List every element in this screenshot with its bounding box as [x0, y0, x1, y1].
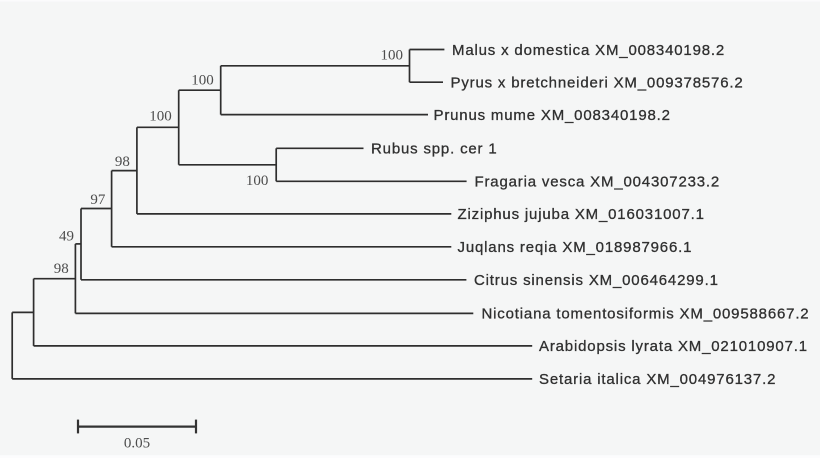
svg-text:Citrus sinensis XM_006464299.1: Citrus sinensis XM_006464299.1: [474, 272, 719, 289]
svg-text:98: 98: [54, 261, 69, 277]
svg-text:Setaria italica XM_004976137.2: Setaria italica XM_004976137.2: [539, 371, 776, 388]
svg-text:100: 100: [246, 173, 269, 189]
svg-text:Fragaria vesca XM_004307233.2: Fragaria vesca XM_004307233.2: [475, 174, 721, 191]
svg-text:Arabidopsis lyrata XM_02101090: Arabidopsis lyrata XM_021010907.1: [539, 338, 808, 355]
svg-text:100: 100: [381, 48, 404, 64]
svg-text:Nicotiana tomentosiformis XM_0: Nicotiana tomentosiformis XM_009588667.2: [482, 306, 810, 323]
svg-text:Rubus spp. cer 1: Rubus spp. cer 1: [371, 141, 498, 158]
svg-text:0.05: 0.05: [124, 436, 150, 452]
svg-text:100: 100: [191, 72, 214, 88]
svg-text:49: 49: [59, 228, 74, 244]
svg-text:98: 98: [115, 154, 130, 170]
svg-text:100: 100: [149, 109, 172, 125]
svg-text:Pyrus x bretchneideri XM_00937: Pyrus x bretchneideri XM_009378576.2: [451, 75, 744, 92]
svg-text:Ziziphus jujuba XM_016031007.1: Ziziphus jujuba XM_016031007.1: [458, 206, 705, 223]
svg-text:Prunus mume XM_008340198.2: Prunus mume XM_008340198.2: [434, 107, 671, 124]
svg-text:Juqlans reqia XM_018987966.1: Juqlans reqia XM_018987966.1: [458, 239, 693, 256]
svg-text:97: 97: [90, 192, 106, 208]
svg-text:Malus x domestica XM_008340198: Malus x domestica XM_008340198.2: [452, 42, 725, 59]
